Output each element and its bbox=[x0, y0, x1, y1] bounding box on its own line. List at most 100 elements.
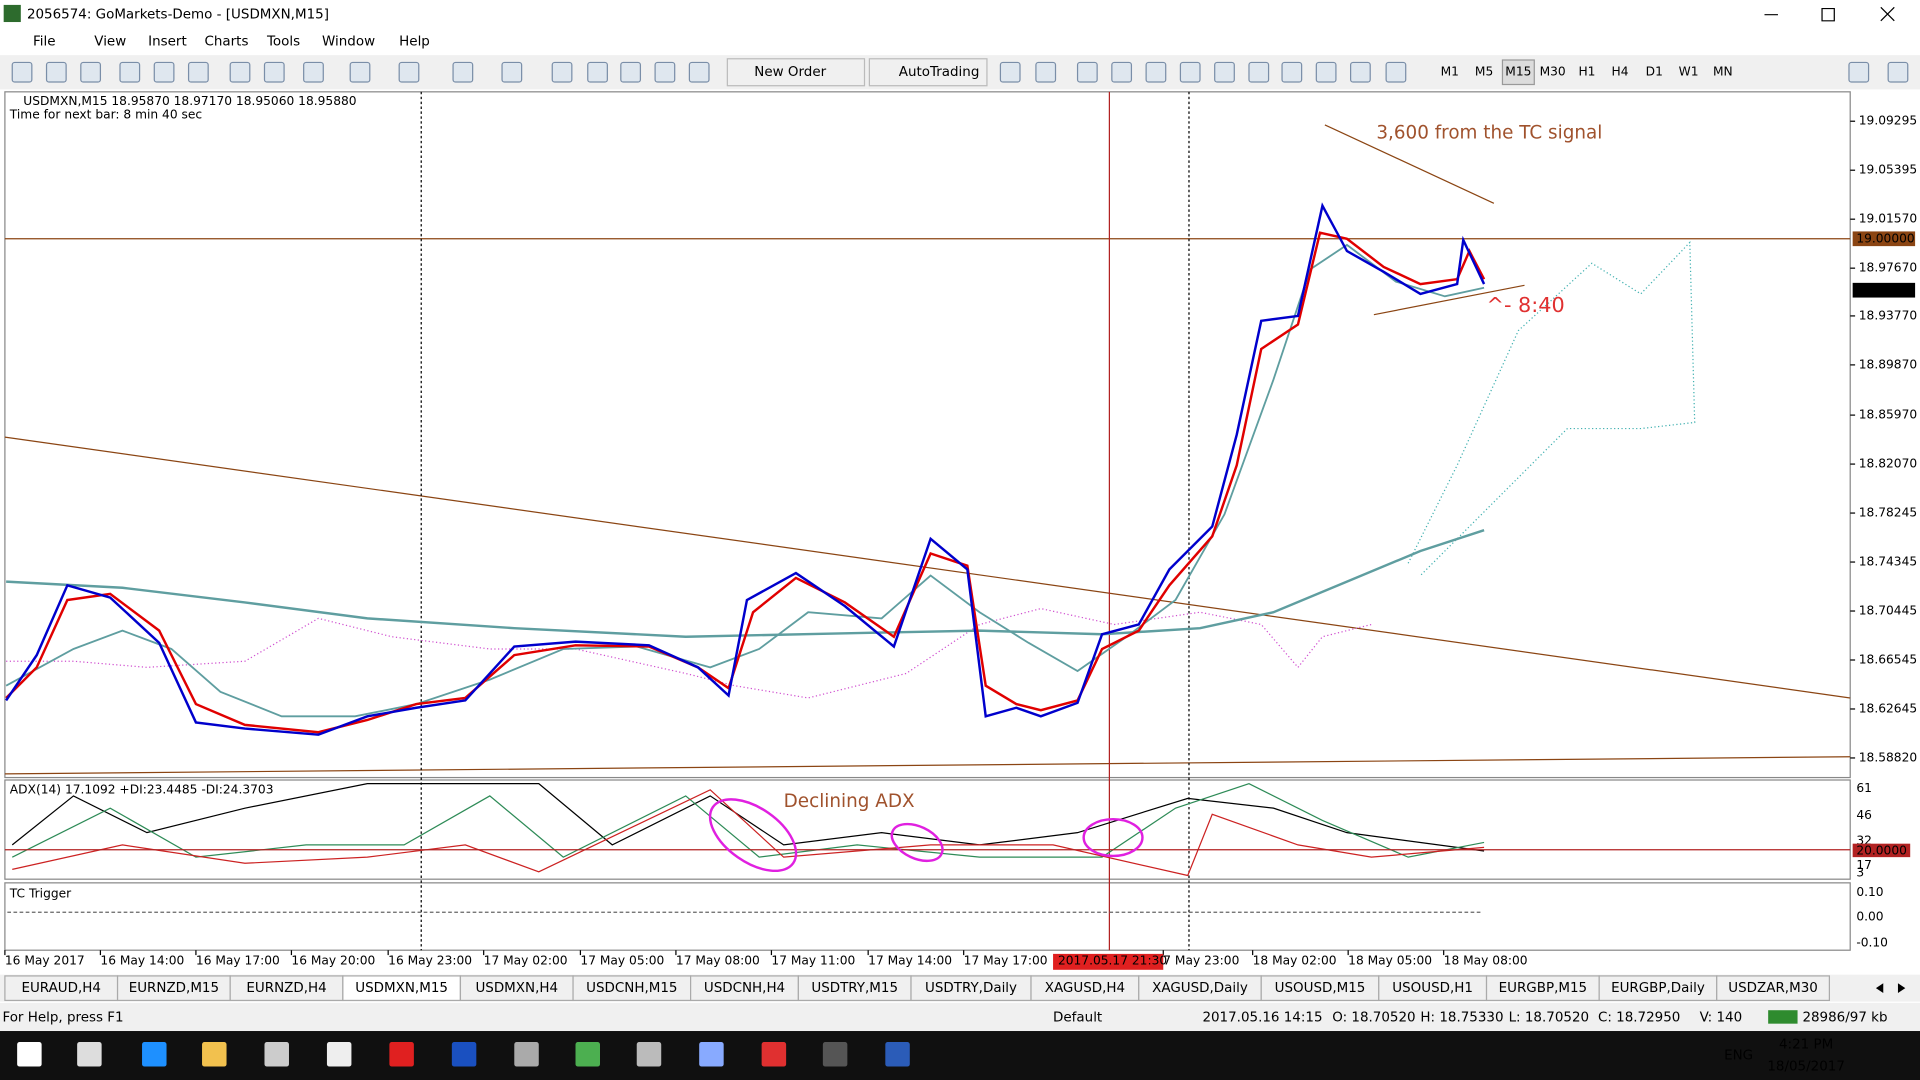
taskbar-app[interactable] bbox=[885, 1042, 910, 1067]
taskbar-app[interactable] bbox=[451, 1042, 477, 1067]
toolbar-button[interactable] bbox=[1848, 61, 1870, 83]
toolbar-button[interactable] bbox=[999, 61, 1021, 83]
toolbar-button[interactable] bbox=[398, 61, 420, 83]
taskbar-app[interactable] bbox=[17, 1042, 42, 1067]
timeframe-button[interactable]: MN bbox=[1713, 65, 1733, 79]
timeframe-button[interactable]: M15 bbox=[1505, 65, 1531, 79]
toolbar-button[interactable] bbox=[1214, 61, 1235, 83]
toolbar-button[interactable] bbox=[187, 61, 209, 83]
toolbar-button[interactable] bbox=[501, 61, 523, 83]
taskbar-app[interactable] bbox=[264, 1042, 289, 1067]
toolbar-button[interactable] bbox=[1111, 61, 1133, 83]
toolbar-button[interactable] bbox=[1315, 61, 1337, 83]
tab-label[interactable]: XAGUSD,H4 bbox=[1045, 981, 1125, 996]
tab-label[interactable]: XAGUSD,Daily bbox=[1152, 981, 1248, 996]
taskbar-app[interactable] bbox=[822, 1042, 848, 1067]
timeframe-button[interactable]: H4 bbox=[1612, 65, 1629, 79]
toolbar-button[interactable] bbox=[349, 61, 371, 83]
tab-label[interactable]: EURNZD,H4 bbox=[246, 981, 326, 996]
menu-item[interactable]: File bbox=[33, 35, 56, 50]
toolbar-button[interactable] bbox=[1887, 61, 1909, 83]
tab[interactable] bbox=[1138, 975, 1262, 1002]
timeframe-button[interactable]: M30 bbox=[1540, 65, 1566, 79]
toolbar-button[interactable] bbox=[1076, 61, 1098, 83]
menu-item[interactable]: Window bbox=[322, 35, 375, 50]
tab[interactable] bbox=[910, 975, 1032, 1002]
toolbar-button[interactable] bbox=[1145, 61, 1167, 83]
tab[interactable] bbox=[459, 975, 574, 1002]
toolbar-button[interactable] bbox=[1035, 61, 1057, 83]
tab[interactable] bbox=[1598, 975, 1718, 1002]
toolbar-button[interactable] bbox=[1248, 61, 1270, 83]
timeframe-button[interactable]: W1 bbox=[1679, 65, 1699, 79]
timeframe-button[interactable]: H1 bbox=[1578, 65, 1595, 79]
toolbar-button[interactable] bbox=[688, 61, 710, 83]
tab-label[interactable]: EURGBP,Daily bbox=[1611, 981, 1705, 996]
toolbar-button[interactable] bbox=[620, 61, 642, 83]
taskbar-app[interactable] bbox=[326, 1042, 352, 1067]
toolbar-button[interactable] bbox=[587, 61, 608, 83]
autotrading-label[interactable]: AutoTrading bbox=[899, 65, 980, 80]
tab[interactable] bbox=[690, 975, 799, 1002]
toolbar-button[interactable] bbox=[551, 61, 573, 83]
autotrading-button[interactable] bbox=[868, 58, 988, 87]
tab-label[interactable]: USDCNH,M15 bbox=[586, 981, 677, 996]
tab-label[interactable]: USDMXN,H4 bbox=[475, 981, 558, 996]
taskbar-app[interactable] bbox=[699, 1042, 724, 1067]
timeframe-button[interactable]: M1 bbox=[1441, 65, 1459, 79]
tab-scroll[interactable] bbox=[1875, 983, 1906, 994]
timeframe-button[interactable]: D1 bbox=[1646, 65, 1663, 79]
tab-active[interactable] bbox=[342, 975, 462, 1002]
taskbar-app[interactable] bbox=[202, 1042, 227, 1067]
new-order-label[interactable]: New Order bbox=[754, 65, 826, 80]
menu-item[interactable]: Help bbox=[399, 35, 430, 50]
tab[interactable] bbox=[116, 975, 231, 1002]
toolbar-button[interactable] bbox=[1385, 61, 1407, 83]
tab-label[interactable]: EURNZD,M15 bbox=[129, 981, 219, 996]
taskbar-app[interactable] bbox=[389, 1042, 414, 1067]
timeframe-button[interactable]: M5 bbox=[1475, 65, 1493, 79]
taskbar-app[interactable] bbox=[636, 1042, 662, 1067]
toolbar-button[interactable] bbox=[11, 61, 33, 83]
menu-item[interactable]: Tools bbox=[266, 35, 300, 50]
menu-item[interactable]: View bbox=[94, 35, 126, 50]
toolbar-button[interactable] bbox=[654, 61, 676, 83]
tab[interactable] bbox=[1485, 975, 1600, 1002]
toolbar-button[interactable] bbox=[45, 61, 67, 83]
tab[interactable] bbox=[572, 975, 692, 1002]
tab-label[interactable]: USOUSD,M15 bbox=[1275, 981, 1366, 996]
taskbar-app[interactable] bbox=[142, 1042, 167, 1067]
taskbar-app[interactable] bbox=[761, 1042, 787, 1067]
toolbar-button[interactable] bbox=[80, 61, 102, 83]
tab[interactable] bbox=[797, 975, 912, 1002]
toolbar-button[interactable] bbox=[1350, 61, 1371, 83]
taskbar-app[interactable] bbox=[514, 1042, 539, 1067]
tab-label[interactable]: USDZAR,M30 bbox=[1728, 981, 1818, 996]
toolbar-button[interactable] bbox=[1179, 61, 1201, 83]
tab[interactable] bbox=[1378, 975, 1488, 1002]
toolbar-button[interactable] bbox=[153, 61, 175, 83]
tab-label[interactable]: USDMXN,M15 bbox=[355, 981, 448, 996]
toolbar-button[interactable] bbox=[303, 61, 324, 83]
tab-label[interactable]: EURAUD,H4 bbox=[21, 981, 101, 996]
taskbar-app[interactable] bbox=[575, 1042, 600, 1067]
tab-label[interactable]: USDTRY,Daily bbox=[925, 981, 1017, 996]
window-controls[interactable] bbox=[1764, 6, 1895, 22]
new-order-button[interactable] bbox=[726, 58, 866, 87]
toolbar-button[interactable] bbox=[119, 61, 141, 83]
tab-label[interactable]: EURGBP,M15 bbox=[1499, 981, 1587, 996]
toolbar-button[interactable] bbox=[1281, 61, 1303, 83]
toolbar-button[interactable] bbox=[263, 61, 285, 83]
tab-label[interactable]: USDTRY,M15 bbox=[811, 981, 898, 996]
menu-item[interactable]: Insert bbox=[148, 35, 187, 50]
tab-label[interactable]: USOUSD,H1 bbox=[1392, 981, 1473, 996]
menu-item[interactable]: Charts bbox=[204, 35, 248, 50]
toolbar-button[interactable] bbox=[229, 61, 251, 83]
tab[interactable] bbox=[1030, 975, 1140, 1002]
taskbar-app[interactable] bbox=[77, 1042, 102, 1067]
toolbar-button[interactable] bbox=[452, 61, 474, 83]
tab-label[interactable]: USDCNH,H4 bbox=[704, 981, 785, 996]
tab[interactable] bbox=[1716, 975, 1830, 1002]
tab[interactable] bbox=[4, 975, 119, 1002]
tab[interactable] bbox=[229, 975, 344, 1002]
